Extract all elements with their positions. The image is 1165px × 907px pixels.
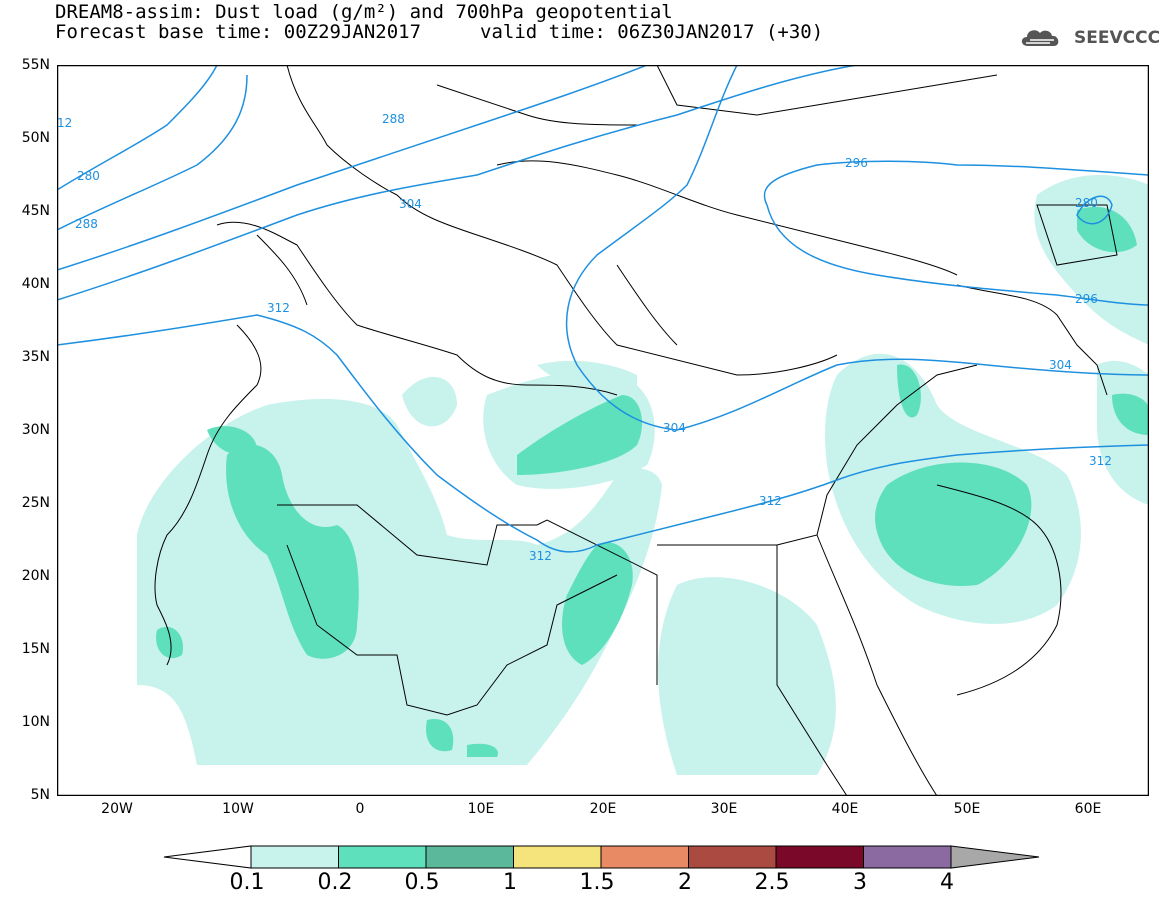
colorbar-label: 3 xyxy=(853,870,867,895)
contour-label: 304 xyxy=(663,421,686,435)
contour-label: 12 xyxy=(57,116,72,130)
lat-tick: 10N xyxy=(21,714,50,730)
map-frame-border xyxy=(57,65,1149,796)
chart-title: DREAM8-assim: Dust load (g/m²) and 700hP… xyxy=(55,1,673,23)
lat-tick: 55N xyxy=(21,57,50,73)
dust-map: 12 280 288 288 304 296 312 296 304 304 3… xyxy=(57,65,1149,796)
contour-label: 304 xyxy=(399,197,422,211)
contour-label: 296 xyxy=(1075,292,1098,306)
lon-tick: 20W xyxy=(101,801,133,817)
seevccc-logo: SEEVCCC xyxy=(1018,26,1160,50)
colorbar-swatch xyxy=(338,845,427,869)
forecast-times: Forecast base time: 00Z29JAN2017 valid ti… xyxy=(55,21,823,43)
lat-tick: 45N xyxy=(21,203,50,219)
lon-tick: 60E xyxy=(1074,801,1102,817)
colorbar-label: 0.5 xyxy=(404,870,440,895)
colorbar-swatch xyxy=(513,845,602,869)
lat-tick: 35N xyxy=(21,349,50,365)
contour-label: 280 xyxy=(1075,196,1098,210)
contour-label: 312 xyxy=(267,301,290,315)
colorbar-swatch xyxy=(425,845,514,869)
base-time: Forecast base time: 00Z29JAN2017 xyxy=(55,21,422,43)
lat-tick: 50N xyxy=(21,130,50,146)
lat-tick: 15N xyxy=(21,641,50,657)
colorbar-label: 2.5 xyxy=(754,870,790,895)
colorbar xyxy=(163,845,1040,869)
lon-tick: 20E xyxy=(589,801,617,817)
valid-time: valid time: 06Z30JAN2017 (+30) xyxy=(480,21,824,43)
lon-tick: 50E xyxy=(953,801,981,817)
contour-label: 312 xyxy=(529,549,552,563)
colorbar-label: 0.1 xyxy=(229,870,265,895)
contour-label: 288 xyxy=(75,217,98,231)
colorbar-swatch xyxy=(600,845,689,869)
lon-tick: 40E xyxy=(831,801,859,817)
borders xyxy=(154,65,1118,796)
colorbar-swatch xyxy=(950,845,1040,869)
contour-label: 296 xyxy=(845,156,868,170)
colorbar-label: 2 xyxy=(678,870,692,895)
colorbar-swatch xyxy=(163,845,252,869)
lat-tick: 30N xyxy=(21,422,50,438)
dust-mid-area xyxy=(156,206,1149,757)
logo-text: SEEVCCC xyxy=(1074,28,1161,48)
colorbar-swatch xyxy=(775,845,864,869)
lon-tick: 30E xyxy=(710,801,738,817)
contour-labels: 12 280 288 288 304 296 312 296 304 304 3… xyxy=(57,112,1112,563)
colorbar-label: 0.2 xyxy=(317,870,353,895)
colorbar-swatch xyxy=(688,845,777,869)
cloud-icon xyxy=(1021,30,1059,46)
contour-label: 312 xyxy=(1089,454,1112,468)
lat-tick: 25N xyxy=(21,495,50,511)
lat-tick: 20N xyxy=(21,568,50,584)
colorbar-swatch xyxy=(863,845,952,869)
lon-tick: 10W xyxy=(222,801,254,817)
colorbar-label: 4 xyxy=(940,870,954,895)
contour-label: 288 xyxy=(382,112,405,126)
lon-tick: 0 xyxy=(355,801,365,817)
contour-label: 312 xyxy=(759,494,782,508)
lat-tick: 5N xyxy=(30,787,50,803)
contour-label: 304 xyxy=(1049,358,1072,372)
lat-tick: 40N xyxy=(21,276,50,292)
geopotential-contours xyxy=(57,65,1149,553)
lon-tick: 10E xyxy=(467,801,495,817)
colorbar-label: 1 xyxy=(503,870,517,895)
colorbar-swatch xyxy=(250,845,339,869)
colorbar-label: 1.5 xyxy=(579,870,615,895)
contour-label: 280 xyxy=(77,169,100,183)
